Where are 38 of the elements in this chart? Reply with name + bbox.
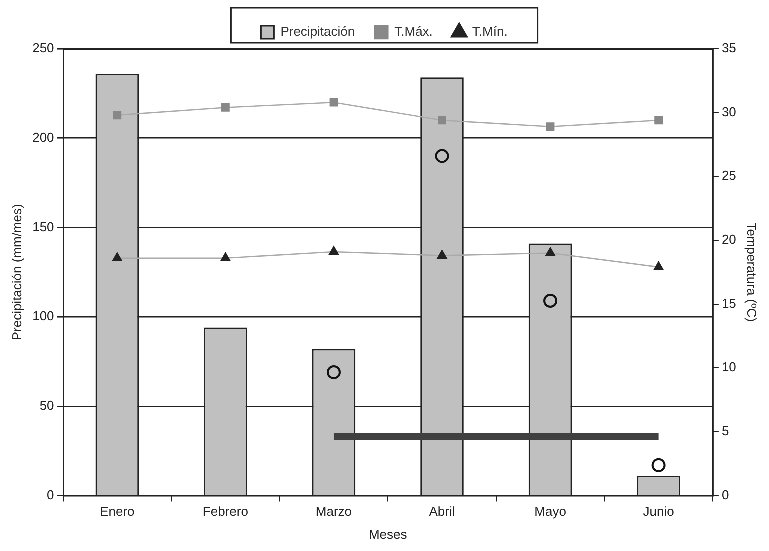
x-tick-label: Marzo — [316, 504, 352, 520]
x-axis-title: Meses — [368, 526, 408, 542]
y2-tick-label: 0 — [722, 487, 730, 502]
x-tick-label: Junio — [643, 504, 674, 520]
point — [437, 250, 448, 259]
y2-tick-label: 15 — [722, 296, 736, 311]
y-tick-label: 150 — [32, 219, 54, 234]
point — [329, 246, 339, 256]
y2-tick-label: 30 — [722, 104, 736, 120]
point — [222, 104, 230, 112]
legend-label: T.Máx. — [394, 24, 433, 40]
y-tick-label: 250 — [32, 40, 54, 56]
y2-axis-title: Temperatura (ºC) — [744, 222, 760, 322]
x-tick-label: Mayo — [534, 504, 566, 520]
y-axis-title: Precipitación (mm/mes) — [9, 204, 24, 341]
point — [220, 252, 231, 262]
x-tick-label: Febrero — [202, 504, 248, 520]
y-tick-label: 200 — [32, 130, 54, 145]
x-tick-label: Enero — [100, 504, 135, 520]
x-tick-label: Abril — [429, 504, 456, 520]
point — [113, 111, 122, 120]
y2-tick-label: 20 — [722, 232, 736, 248]
y2-tick-label: 35 — [722, 40, 736, 56]
point — [546, 122, 555, 132]
legend-label: T.Mín. — [472, 24, 508, 40]
point — [438, 116, 446, 125]
point — [654, 262, 664, 270]
point — [330, 98, 338, 107]
y2-tick-label: 10 — [722, 360, 736, 375]
point — [112, 252, 122, 262]
y-tick-label: 50 — [40, 398, 54, 414]
y-tick-label: 0 — [47, 487, 54, 502]
point — [654, 116, 663, 125]
point — [546, 248, 556, 256]
y2-tick-label: 25 — [722, 168, 736, 184]
y2-tick-label: 5 — [722, 424, 730, 439]
legend-label: Precipitación — [280, 24, 356, 40]
y-tick-label: 100 — [32, 308, 54, 324]
